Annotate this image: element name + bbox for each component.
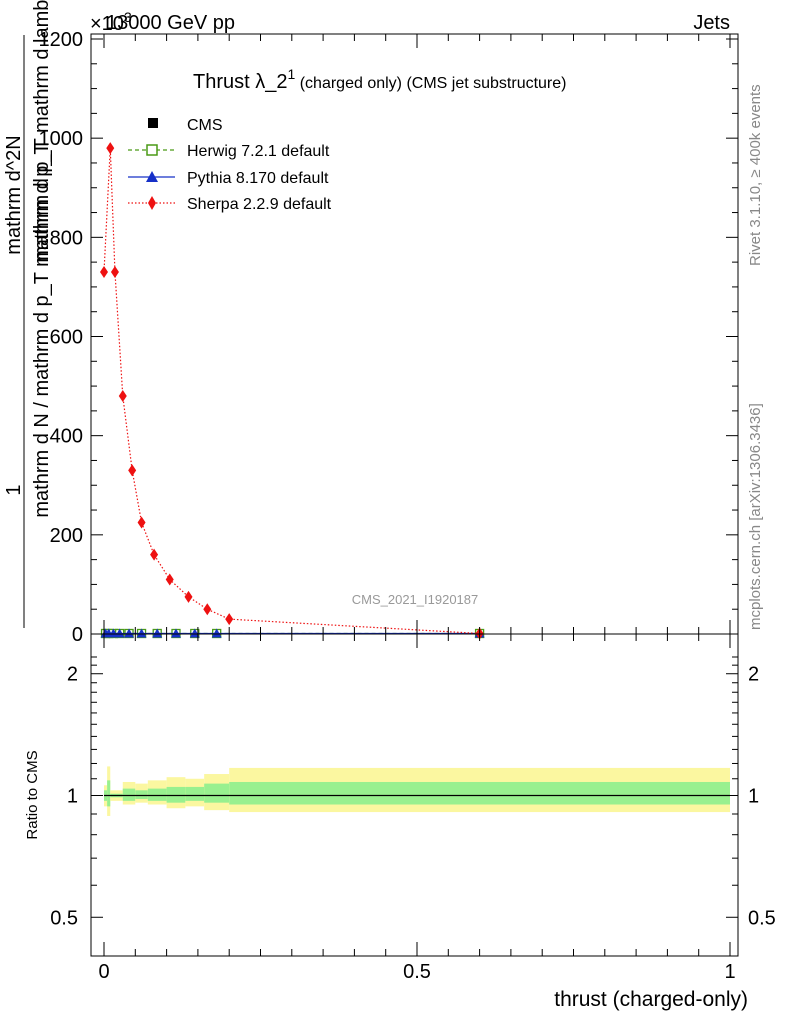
y-tick-label: 0 [72, 624, 83, 646]
legend: CMS Herwig 7.2.1 default Pythia 8.170 de… [128, 117, 332, 213]
plot-title: Thrust λ_21 (charged only) (CMS jet subs… [193, 66, 566, 93]
data-point-sherpa [184, 590, 193, 603]
data-point-sherpa [106, 142, 115, 155]
exponent-label: ×103 [90, 9, 132, 35]
ratio-band-green [229, 781, 730, 805]
series-line-sherpa [103, 148, 480, 635]
main-curves [100, 142, 485, 640]
legend-marker-sherpa [148, 196, 156, 210]
ratio-tick-label-right: 0.5 [748, 907, 776, 929]
data-point-pythia [189, 628, 200, 638]
axis-ticks: 0 200 400 600 800 1000 1200 0 0.5 1 0.5 0.5 1 1 2 2 [39, 29, 776, 983]
data-point-sherpa [150, 548, 159, 561]
legend-item-pythia: Pythia 8.170 default [128, 170, 329, 187]
legend-marker-pythia [146, 171, 158, 182]
ratio-tick-label-right: 1 [748, 786, 759, 808]
x-axis-label: thrust (charged-only) [554, 988, 748, 1011]
data-point-sherpa [203, 603, 212, 616]
ratio-ylabel: Ratio to CMS [24, 750, 41, 839]
ratio-band-green [185, 786, 205, 801]
legend-item-sherpa: Sherpa 2.2.9 default [128, 196, 332, 213]
data-point-sherpa [110, 266, 119, 279]
data-point-sherpa [118, 390, 127, 402]
ratio-band-green [135, 790, 148, 800]
x-tick-label: 0 [98, 961, 109, 983]
main-ylabel-inner-denominator: mathrm d p_T mathrm d lambda [31, 0, 53, 263]
ratio-band-green [122, 788, 136, 801]
y-tick-label: 400 [50, 426, 83, 448]
data-point-pythia [211, 628, 222, 638]
rivet-version-label: Rivet 3.1.10, ≥ 400k events [747, 84, 764, 266]
data-point-sherpa [137, 516, 146, 529]
legend-label-pythia: Pythia 8.170 default [187, 170, 329, 187]
mcplots-credit-label: mcplots.cern.ch [arXiv:1306.3436] [747, 403, 764, 630]
legend-label-cms: CMS [187, 117, 223, 134]
y-tick-label: 1000 [39, 128, 84, 150]
y-tick-label: 1200 [39, 29, 84, 51]
ratio-band-green [166, 786, 186, 803]
data-point-sherpa [225, 613, 234, 626]
ratio-tick-label: 2 [67, 664, 78, 686]
legend-item-cms: CMS [148, 117, 223, 134]
ratio-tick-label: 1 [67, 786, 78, 808]
ratio-tick-label: 0.5 [50, 907, 78, 929]
data-point-pythia [124, 628, 135, 638]
ratio-band-green [107, 780, 111, 807]
ratio-band-green [204, 783, 230, 803]
legend-marker-herwig [146, 144, 158, 156]
x-tick-label: 0.5 [403, 961, 431, 983]
legend-label-sherpa: Sherpa 2.2.9 default [187, 196, 332, 213]
data-point-sherpa [128, 464, 137, 477]
y-tick-label: 800 [50, 227, 83, 249]
legend-label-herwig: Herwig 7.2.1 default [187, 143, 330, 160]
energy-label: 13000 GeV pp [106, 12, 235, 34]
ratio-uncertainty-bands [104, 766, 730, 816]
x-tick-label: 1 [724, 961, 735, 983]
ratio-band-green [147, 788, 167, 801]
data-point-pythia [136, 628, 147, 638]
main-ylabel-denominator: mathrm d N / mathrm d p_T mathrm d p_T [31, 142, 53, 517]
ratio-tick-label-right: 2 [748, 664, 759, 686]
main-ylabel-numerator: 1 [3, 484, 25, 495]
data-point-pythia [152, 628, 163, 638]
data-point-pythia [170, 628, 181, 638]
main-ylabel-inner-numerator: mathrm d^2N [3, 135, 25, 254]
data-point-sherpa [100, 266, 108, 279]
analysis-id-watermark: CMS_2021_I1920187 [352, 592, 479, 607]
y-tick-label: 200 [50, 525, 83, 547]
data-point-pythia [114, 628, 125, 638]
y-tick-label: 600 [50, 327, 83, 349]
process-label: Jets [693, 12, 730, 34]
legend-item-herwig: Herwig 7.2.1 default [128, 143, 330, 160]
legend-marker-cms [148, 118, 158, 128]
data-point-pythia [108, 628, 119, 638]
data-point-sherpa [165, 573, 174, 586]
